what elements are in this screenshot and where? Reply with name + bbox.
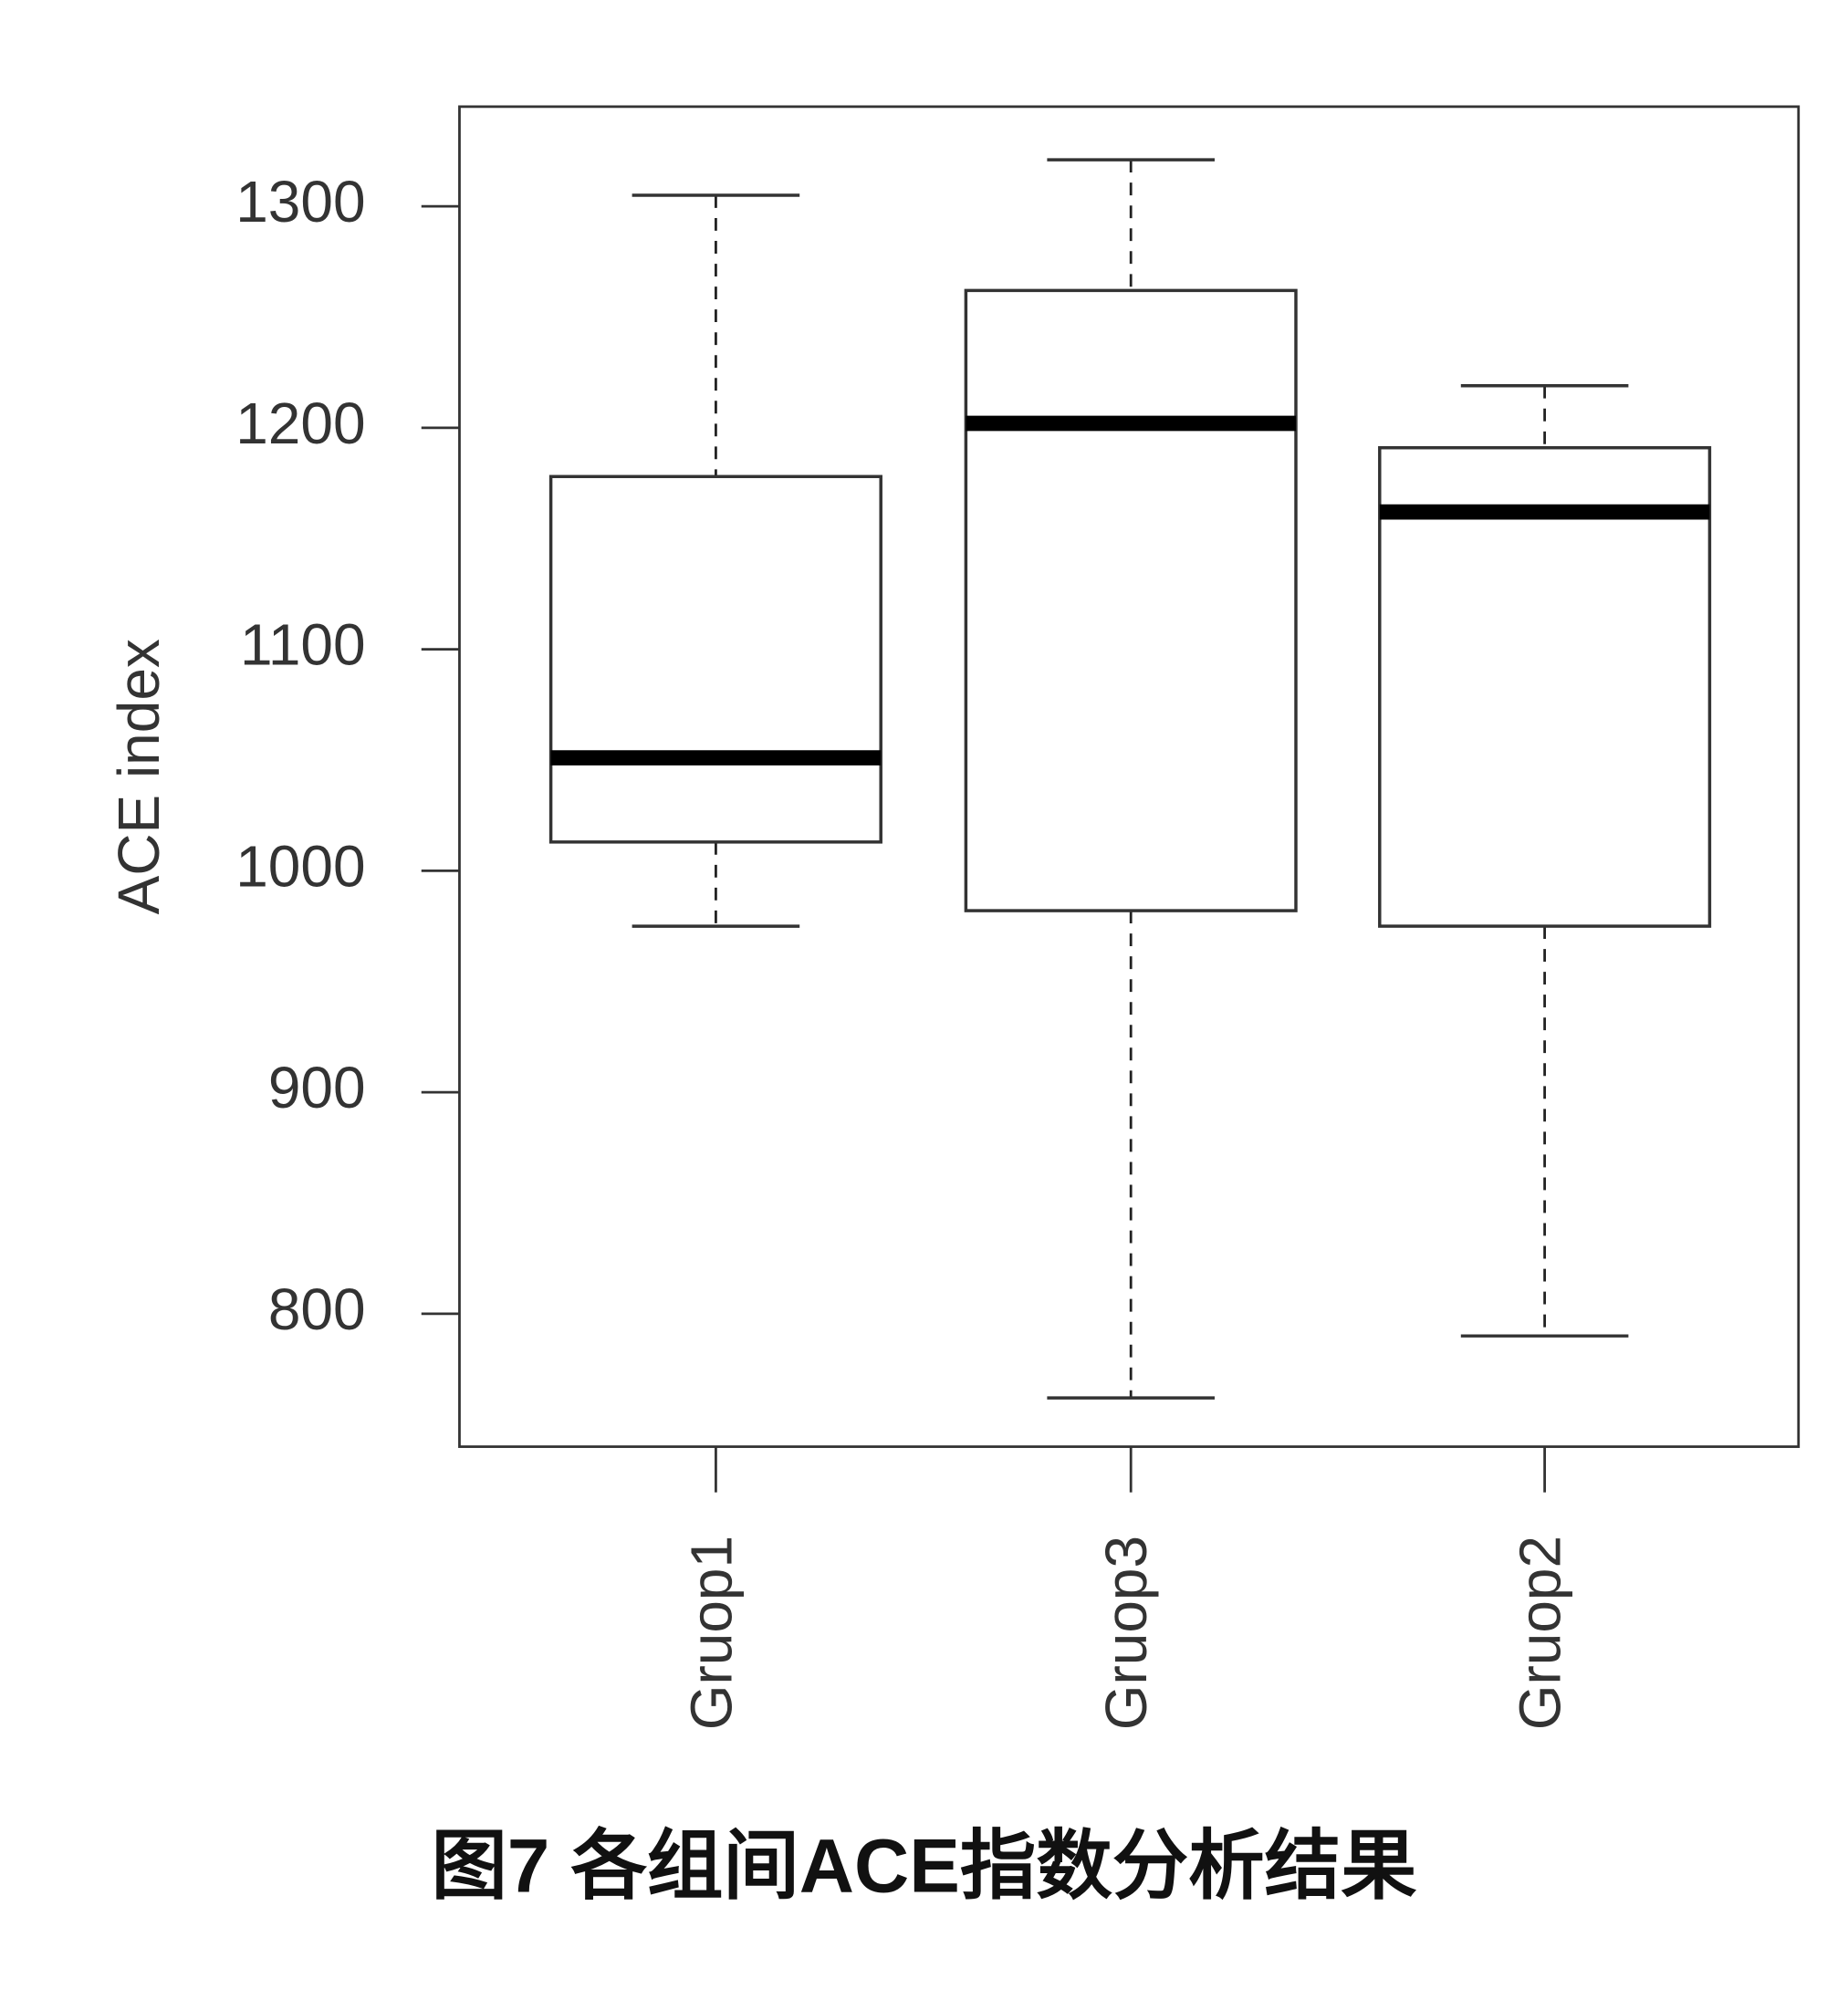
box bbox=[548, 474, 882, 844]
box bbox=[964, 288, 1298, 912]
x-tick-label: Gruop1 bbox=[678, 1536, 744, 1730]
y-tick-label: 1200 bbox=[235, 391, 365, 456]
y-tick-label: 900 bbox=[268, 1055, 366, 1120]
box bbox=[1378, 445, 1712, 928]
y-tick-label: 1100 bbox=[240, 612, 366, 678]
y-tick-label: 1300 bbox=[235, 169, 365, 234]
plot-frame bbox=[458, 105, 1801, 1448]
x-tick-label: Gruop2 bbox=[1507, 1536, 1572, 1730]
caption: 图7 各组间ACE指数分析结果 bbox=[431, 1823, 1416, 1909]
y-tick-label: 800 bbox=[268, 1276, 366, 1342]
y-tick-label: 1000 bbox=[235, 833, 365, 899]
y-axis-label: ACE index bbox=[106, 639, 172, 914]
x-tick-label: Gruop3 bbox=[1093, 1536, 1159, 1730]
